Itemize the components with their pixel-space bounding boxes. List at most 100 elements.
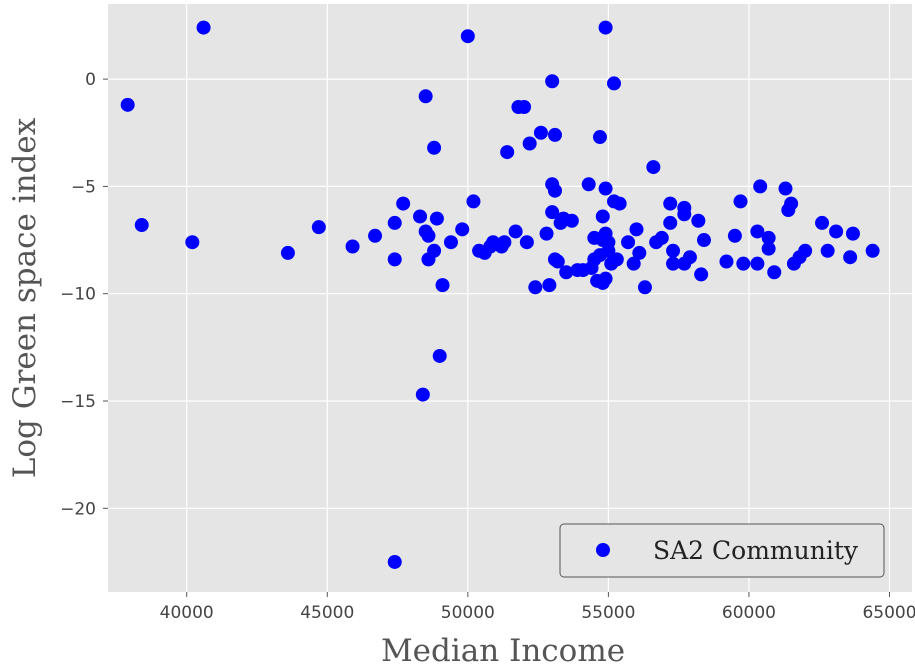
data-point bbox=[829, 224, 844, 239]
data-point bbox=[677, 200, 692, 215]
data-point bbox=[280, 245, 295, 260]
data-point bbox=[621, 235, 636, 250]
data-point bbox=[778, 181, 793, 196]
data-point bbox=[666, 243, 681, 258]
data-point bbox=[820, 243, 835, 258]
data-point bbox=[736, 256, 751, 271]
data-point bbox=[387, 215, 402, 230]
data-point bbox=[784, 196, 799, 211]
data-point bbox=[413, 209, 428, 224]
data-point bbox=[427, 243, 442, 258]
data-point bbox=[547, 183, 562, 198]
data-point bbox=[691, 213, 706, 228]
data-point bbox=[767, 265, 782, 280]
data-point bbox=[508, 224, 523, 239]
data-point bbox=[497, 235, 512, 250]
y-tick-label: −15 bbox=[60, 392, 96, 412]
data-point bbox=[443, 235, 458, 250]
x-tick-label: 55000 bbox=[581, 603, 635, 623]
data-point bbox=[460, 29, 475, 44]
data-point bbox=[601, 243, 616, 258]
grid bbox=[108, 4, 912, 592]
data-point bbox=[559, 265, 574, 280]
y-tick-label: −5 bbox=[71, 177, 96, 197]
x-axis-ticks: 40000 45000 50000 55000 60000 65000 bbox=[160, 592, 915, 623]
data-point bbox=[682, 250, 697, 265]
data-point bbox=[654, 230, 669, 245]
data-point bbox=[798, 243, 813, 258]
data-point bbox=[750, 224, 765, 239]
data-point bbox=[595, 209, 610, 224]
x-axis-label: Median Income bbox=[381, 633, 625, 667]
data-point bbox=[727, 228, 742, 243]
y-axis-ticks: 0 −5 −10 −15 −20 bbox=[60, 70, 108, 519]
data-points bbox=[120, 20, 880, 569]
data-point bbox=[612, 196, 627, 211]
data-point bbox=[592, 130, 607, 145]
data-point bbox=[429, 211, 444, 226]
data-point bbox=[545, 205, 560, 220]
data-point bbox=[663, 196, 678, 211]
data-point bbox=[598, 181, 613, 196]
data-point bbox=[761, 230, 776, 245]
data-point bbox=[368, 228, 383, 243]
data-point bbox=[196, 20, 211, 35]
plot-background bbox=[108, 4, 912, 592]
data-point bbox=[432, 348, 447, 363]
y-tick-label: −10 bbox=[60, 285, 96, 305]
data-point bbox=[528, 280, 543, 295]
legend-entry-label: SA2 Community bbox=[653, 536, 859, 565]
data-point bbox=[418, 89, 433, 104]
data-point bbox=[466, 194, 481, 209]
data-point bbox=[843, 250, 858, 265]
x-tick-label: 40000 bbox=[160, 603, 214, 623]
data-point bbox=[120, 97, 135, 112]
x-tick-label: 45000 bbox=[300, 603, 354, 623]
data-point bbox=[311, 220, 326, 235]
data-point bbox=[598, 20, 613, 35]
data-point bbox=[626, 256, 641, 271]
data-point bbox=[427, 140, 442, 155]
x-tick-label: 65000 bbox=[862, 603, 915, 623]
data-point bbox=[815, 215, 830, 230]
data-point bbox=[522, 136, 537, 151]
data-point bbox=[564, 213, 579, 228]
data-point bbox=[517, 100, 532, 115]
data-point bbox=[694, 267, 709, 282]
data-point bbox=[865, 243, 880, 258]
data-point bbox=[629, 222, 644, 237]
data-point bbox=[607, 76, 622, 91]
y-axis-label: Log Green space index bbox=[7, 117, 43, 478]
data-point bbox=[500, 145, 515, 160]
data-point bbox=[761, 241, 776, 256]
data-point bbox=[396, 196, 411, 211]
data-point bbox=[345, 239, 360, 254]
data-point bbox=[733, 194, 748, 209]
data-point bbox=[185, 235, 200, 250]
data-point bbox=[435, 278, 450, 293]
data-point bbox=[421, 228, 436, 243]
data-point bbox=[545, 74, 560, 89]
data-point bbox=[387, 554, 402, 569]
data-point bbox=[663, 215, 678, 230]
x-tick-label: 60000 bbox=[722, 603, 776, 623]
data-point bbox=[550, 254, 565, 269]
data-point bbox=[609, 252, 624, 267]
data-point bbox=[415, 387, 430, 402]
data-point bbox=[696, 233, 711, 248]
x-tick-label: 50000 bbox=[441, 603, 495, 623]
data-point bbox=[719, 254, 734, 269]
data-point bbox=[845, 226, 860, 241]
data-point bbox=[519, 235, 534, 250]
data-point bbox=[542, 278, 557, 293]
data-point bbox=[134, 218, 149, 233]
data-point bbox=[547, 127, 562, 142]
data-point bbox=[455, 222, 470, 237]
legend-box bbox=[559, 523, 885, 578]
data-point bbox=[581, 177, 596, 192]
data-point bbox=[666, 256, 681, 271]
data-point bbox=[750, 256, 765, 271]
data-point bbox=[646, 160, 661, 175]
data-point bbox=[533, 125, 548, 140]
